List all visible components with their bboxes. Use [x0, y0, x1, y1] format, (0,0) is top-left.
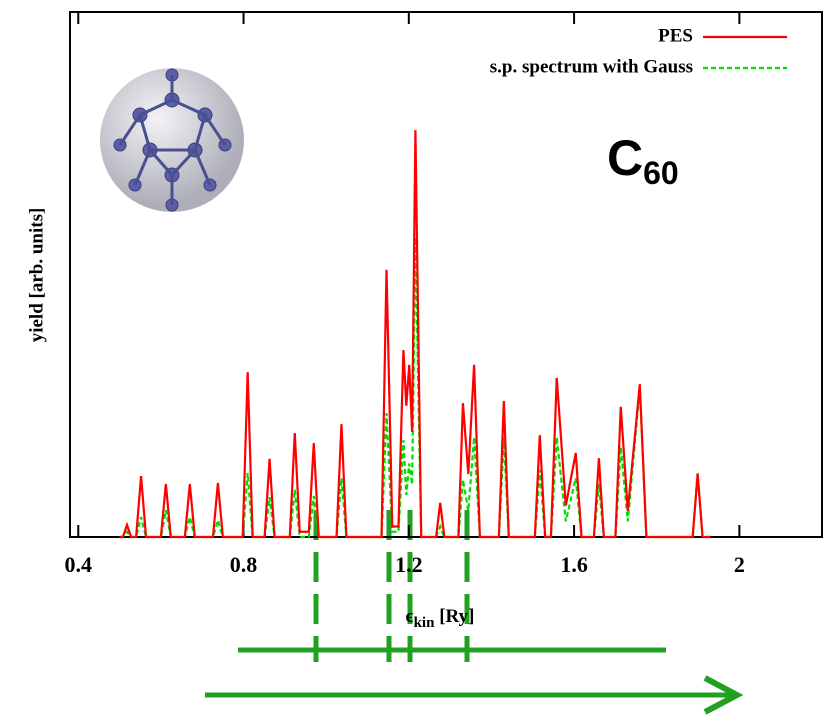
y-axis-label: yield [arb. units] [26, 208, 47, 343]
x-axis-label-part: kin [414, 615, 436, 631]
x-tick-label: 1.2 [395, 552, 423, 577]
x-tick-label: 1.6 [560, 552, 588, 577]
x-tick-label: 0.8 [230, 552, 258, 577]
annotation: C60 [607, 130, 679, 191]
page: {"chart_data": {"type": "line", "ylabel"… [0, 0, 839, 718]
chart: 0.4 0.8 1.2 1.6 2 PES s.p. spectrum with Gauss… [0, 0, 839, 718]
x-axis-label-part: ϵ [406, 606, 414, 627]
annotation-part: 60 [643, 155, 679, 191]
x-tick-label: 2 [734, 552, 745, 577]
x-axis-label: ϵkin [Ry] [406, 606, 475, 631]
x-axis-label-part: [Ry] [434, 606, 474, 627]
legend-label: s.p. spectrum with Gauss [490, 56, 693, 77]
annotation-part: C [607, 130, 643, 186]
series-line [120, 238, 711, 537]
legend-label: PES [658, 25, 693, 46]
x-tick-label: 0.4 [65, 552, 93, 577]
molecule-image [100, 68, 244, 212]
